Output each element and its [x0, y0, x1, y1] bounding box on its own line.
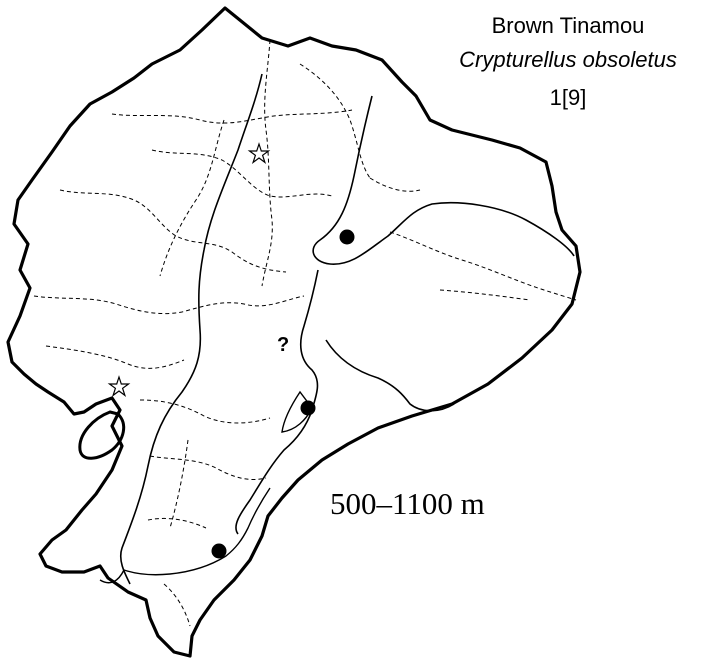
uncertain-record-marker: ? — [277, 334, 290, 356]
map-code: 1[9] — [549, 85, 587, 110]
reference-star-west — [107, 375, 131, 398]
gulf-coastline — [78, 410, 126, 460]
record-dot-south — [211, 543, 227, 559]
range-contour-south — [99, 487, 271, 584]
elevation-range: 500–1100 m — [330, 486, 485, 521]
andes-west-contour — [119, 73, 263, 585]
scientific-name: Crypturellus obsoletus — [459, 47, 677, 72]
country-outline — [6, 6, 582, 658]
lowland-river-contour — [325, 339, 455, 412]
common-name: Brown Tinamou — [491, 13, 645, 38]
reference-star-north — [247, 142, 271, 165]
provincial-boundaries — [33, 39, 577, 627]
andes-east-contour — [312, 95, 575, 265]
record-dot-northeast — [339, 229, 355, 245]
record-dot-central — [300, 400, 316, 416]
